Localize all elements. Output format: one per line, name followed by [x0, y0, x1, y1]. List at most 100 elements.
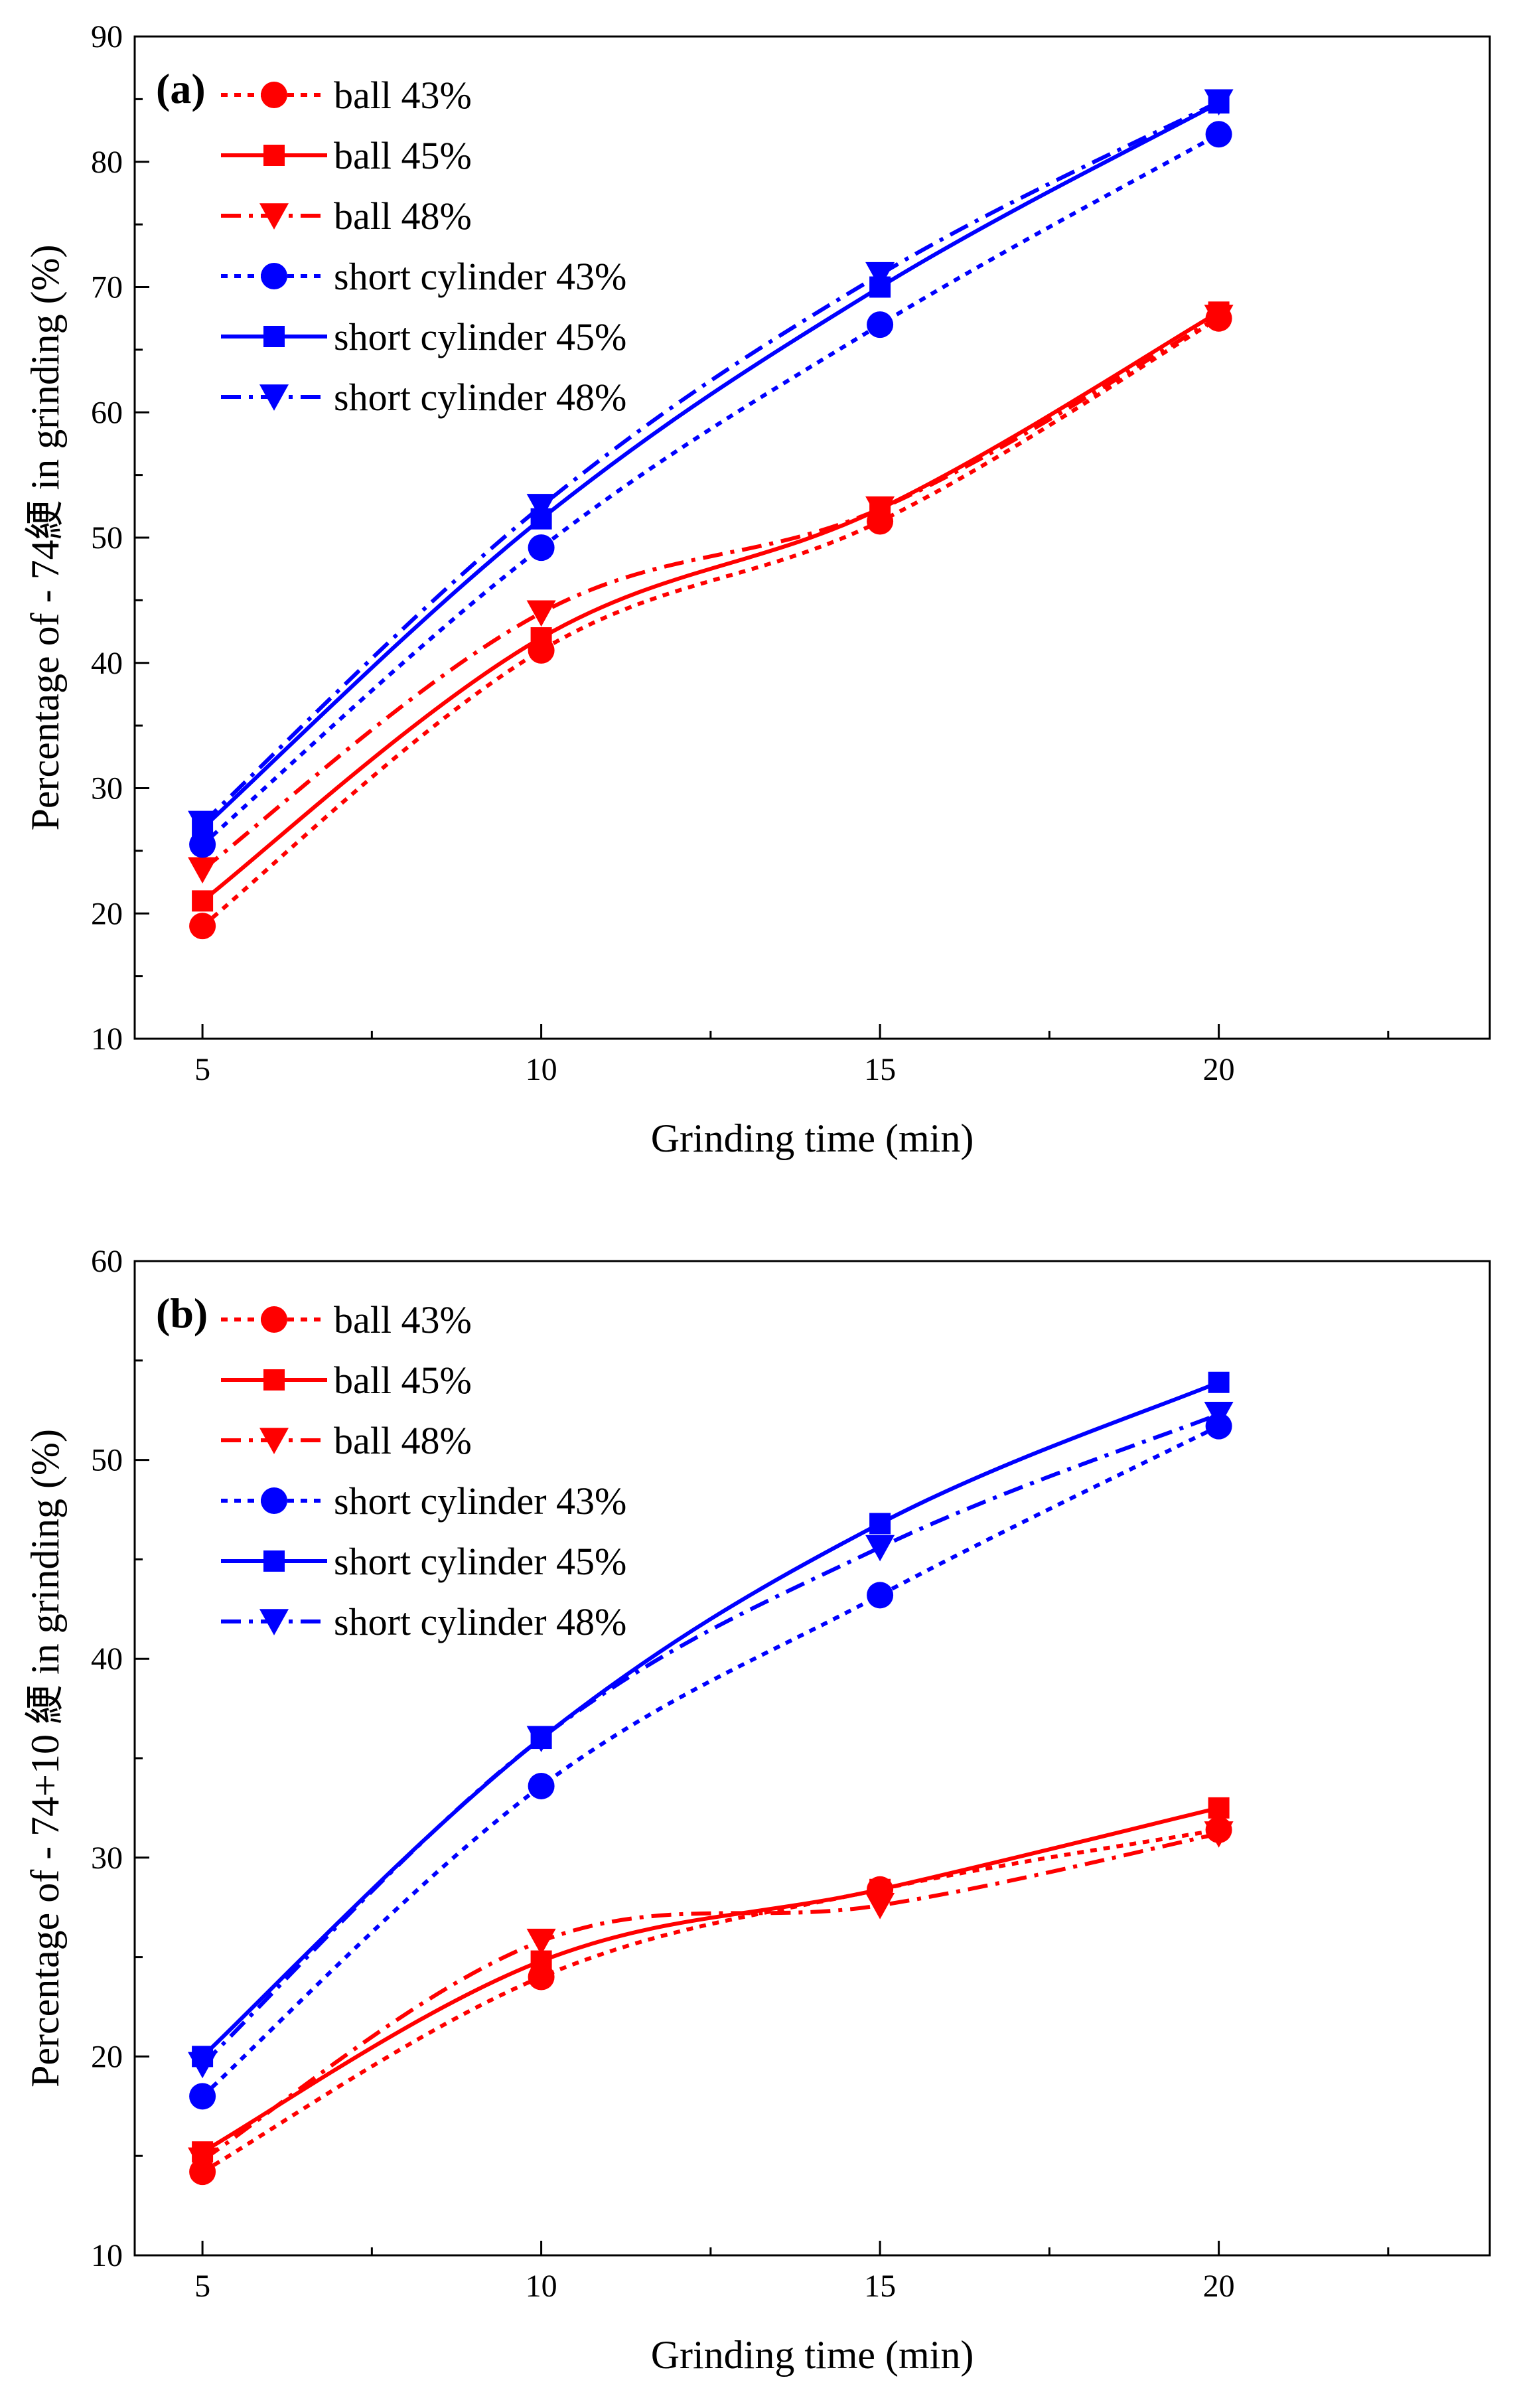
legend-marker — [263, 145, 285, 166]
panel-label: (b) — [156, 1290, 208, 1337]
legend-item: ball 45% — [221, 1359, 472, 1402]
legend-label: short cylinder 48% — [334, 376, 626, 419]
data-point — [526, 600, 556, 627]
legend: ball 43% ball 45% ball 48% short cylinder 4… — [221, 74, 626, 419]
legend: ball 43% ball 45% ball 48% short cylinder 4… — [221, 1298, 626, 1643]
y-tick-label: 20 — [91, 896, 123, 931]
y-tick-label: 40 — [91, 646, 123, 681]
series-ball-48- — [188, 1821, 1234, 2174]
legend-item: ball 43% — [221, 1298, 472, 1341]
data-point — [1204, 89, 1234, 116]
data-point — [1204, 305, 1234, 331]
data-point — [188, 2052, 218, 2079]
data-point — [528, 534, 555, 562]
x-tick-label: 15 — [864, 2269, 896, 2304]
data-point — [188, 810, 218, 838]
x-axis-label: Grinding time (min) — [651, 2333, 974, 2377]
series-short-cylinder-45- — [192, 1371, 1230, 2068]
y-tick-label: 40 — [91, 1641, 123, 1677]
legend-item: short cylinder 48% — [221, 1600, 626, 1643]
series-line — [201, 1805, 1220, 2154]
y-tick-label: 30 — [91, 1841, 123, 1876]
legend-item: ball 43% — [221, 74, 472, 117]
data-point — [1208, 1797, 1230, 1819]
legend-label: short cylinder 43% — [334, 1479, 626, 1523]
y-tick-label: 60 — [91, 1244, 123, 1279]
legend-label: short cylinder 45% — [334, 315, 626, 358]
y-axis-label: Percentage of - 74+10 綆 in grinding (%) — [23, 1429, 67, 2087]
x-tick-label: 5 — [194, 1052, 210, 1087]
plot-frame — [133, 1260, 1491, 2257]
x-tick-label: 20 — [1203, 2269, 1235, 2304]
legend-marker — [263, 1550, 285, 1572]
data-point — [867, 1582, 894, 1609]
chart-panel-b: 5 10 15 20 10 20 30 40 50 60 Grinding time (min) Pe… — [23, 1244, 1491, 2377]
legend-label: ball 48% — [334, 194, 472, 238]
series-line — [201, 310, 1220, 903]
x-tick-label: 20 — [1203, 1052, 1235, 1087]
legend-marker — [259, 1609, 289, 1635]
series-line — [201, 1831, 1220, 2162]
x-axis-label: Grinding time (min) — [651, 1116, 974, 1160]
x-tick-label: 5 — [194, 2269, 210, 2304]
legend-item: short cylinder 45% — [221, 1540, 626, 1583]
panel-label: (a) — [156, 65, 206, 112]
legend-item: ball 48% — [221, 1419, 472, 1462]
data-point — [1204, 1821, 1234, 1848]
y-tick-label: 60 — [91, 395, 123, 430]
legend-item: short cylinder 43% — [221, 1479, 626, 1523]
legend-label: ball 45% — [334, 1359, 472, 1402]
series-line — [201, 1827, 1220, 2174]
y-tick-label: 90 — [91, 19, 123, 54]
data-point — [869, 1513, 891, 1535]
series-line — [201, 1412, 1220, 2066]
data-point — [867, 311, 894, 339]
data-point — [188, 2147, 218, 2174]
data-point — [530, 627, 552, 648]
legend-item: ball 48% — [221, 194, 472, 238]
data-point — [189, 2083, 216, 2110]
x-tick-label: 10 — [526, 2269, 557, 2304]
data-point — [526, 1928, 556, 1955]
legend-item: short cylinder 45% — [221, 315, 626, 358]
series-line — [201, 1380, 1220, 2058]
data-point — [526, 1726, 556, 1752]
series-short-cylinder-43- — [189, 121, 1232, 858]
legend-marker — [263, 326, 285, 347]
data-point — [1204, 1401, 1234, 1428]
series-ball-43- — [189, 1816, 1232, 2186]
series-line — [201, 317, 1220, 928]
legend-marker — [259, 384, 289, 411]
series-line — [201, 100, 1220, 825]
data-point — [865, 496, 895, 523]
data-point — [528, 1772, 555, 1799]
legend-label: ball 43% — [334, 74, 472, 117]
legend-label: short cylinder 43% — [334, 255, 626, 298]
legend-marker — [261, 263, 287, 289]
series-line — [201, 315, 1220, 871]
y-tick-label: 70 — [91, 270, 123, 305]
data-point — [188, 857, 218, 884]
legend-item: short cylinder 48% — [221, 376, 626, 419]
legend-marker — [259, 1428, 289, 1454]
x-tick-label: 15 — [864, 1052, 896, 1087]
series-ball-45- — [192, 1797, 1230, 2163]
legend-marker — [263, 1369, 285, 1391]
legend-marker — [261, 82, 287, 108]
legend-item: short cylinder 43% — [221, 255, 626, 298]
legend-item: ball 45% — [221, 134, 472, 177]
legend-label: short cylinder 48% — [334, 1600, 626, 1643]
series-line — [201, 132, 1220, 846]
legend-marker — [259, 203, 289, 230]
data-point — [1205, 121, 1232, 148]
y-tick-label: 50 — [91, 520, 123, 556]
series-short-cylinder-48- — [188, 1401, 1234, 2079]
data-point — [189, 913, 216, 940]
y-tick-label: 20 — [91, 2039, 123, 2074]
series-short-cylinder-43- — [189, 1412, 1232, 2110]
data-point — [865, 1535, 895, 1562]
data-point — [865, 262, 895, 289]
series-short-cylinder-48- — [188, 89, 1234, 838]
y-tick-label: 30 — [91, 771, 123, 806]
